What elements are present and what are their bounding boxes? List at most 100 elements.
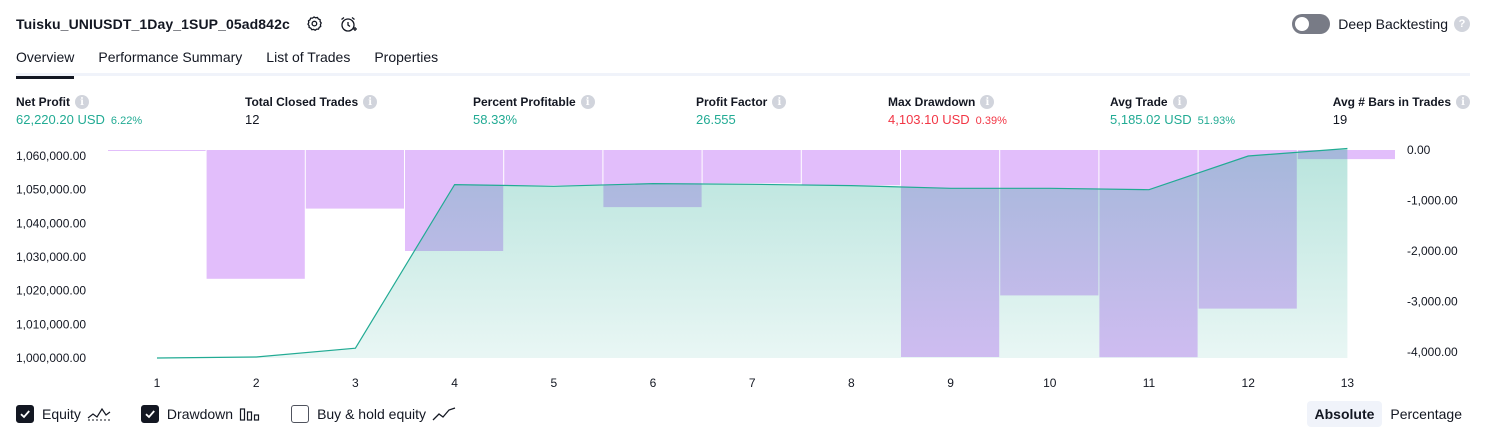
info-icon[interactable]: i [1172, 95, 1187, 109]
tab-properties[interactable]: Properties [374, 49, 439, 65]
x-axis-tick-label: 11 [1143, 376, 1156, 390]
check-icon [20, 410, 30, 419]
x-axis-tick-label: 5 [550, 376, 557, 390]
right-axis-tick-label: 0.00 [1407, 143, 1431, 157]
metric-label: Total Closed Trades i [245, 94, 378, 110]
x-axis-tick-label: 1 [154, 376, 161, 390]
metric-value-text: 5,185.02 USD [1110, 112, 1192, 127]
summary-metrics: Net Profit i 62,220.20 USD 6.22% Total Clo… [16, 94, 1470, 130]
x-axis-tick-label: 12 [1242, 376, 1256, 390]
buy-hold-checkbox[interactable] [291, 405, 310, 423]
alarm-clock-add-icon[interactable] [338, 14, 358, 34]
metric-value-text: 4,103.10 USD [888, 112, 970, 127]
absolute-button[interactable]: Absolute [1306, 401, 1383, 427]
metric-value: 26.555 [696, 112, 786, 128]
metric-net-profit: Net Profit i 62,220.20 USD 6.22% [16, 94, 142, 128]
metric-value: 62,220.20 USD 6.22% [16, 112, 142, 128]
toggle-knob [1295, 17, 1310, 31]
right-axis-tick-label: -4,000.00 [1407, 345, 1458, 359]
x-axis-tick-label: 9 [947, 376, 954, 390]
metric-value: 4,103.10 USD 0.39% [888, 112, 1007, 128]
left-axis-tick-label: 1,020,000.00 [16, 284, 86, 298]
metric-label: Max Drawdown i [888, 94, 1007, 110]
value-mode-switch: Absolute Percentage [1306, 400, 1471, 428]
info-icon[interactable]: i [580, 95, 595, 109]
strategy-header: Tuisku_UNIUSDT_1Day_1SUP_05ad842c [16, 12, 358, 36]
legend-equity[interactable]: Equity [16, 405, 111, 423]
info-icon[interactable]: i [772, 95, 787, 109]
right-axis-tick-label: -3,000.00 [1407, 295, 1458, 309]
legend-buy-hold-equity[interactable]: Buy & hold equity [291, 405, 456, 423]
right-axis: 0.00 -1,000.00 -2,000.00 -3,000.00 -4,000.00 [1407, 143, 1458, 359]
metric-max-drawdown: Max Drawdown i 4,103.10 USD 0.39% [888, 94, 1007, 128]
left-axis-tick-label: 1,040,000.00 [16, 216, 86, 230]
metric-label-text: Percent Profitable [473, 95, 576, 109]
metric-label-text: Total Closed Trades [245, 95, 359, 109]
x-axis-tick-label: 13 [1341, 376, 1355, 390]
info-icon[interactable]: i [363, 95, 378, 109]
buy-hold-line-icon [432, 406, 456, 422]
legend-label: Drawdown [166, 406, 234, 422]
info-icon[interactable]: i [75, 95, 89, 109]
drawdown-bars-icon [239, 406, 261, 422]
metric-value-text: 26.555 [696, 112, 736, 127]
metric-label-text: Net Profit [16, 95, 70, 109]
chart-legend: Equity Drawdown Buy & hold equity [16, 404, 486, 424]
metric-value: 12 [245, 112, 377, 128]
metric-label-text: Profit Factor [696, 95, 768, 109]
drawdown-bar [504, 150, 603, 186]
metric-avg-trade: Avg Trade i 5,185.02 USD 51.93% [1110, 94, 1235, 128]
drawdown-checkbox[interactable] [140, 405, 159, 423]
legend-drawdown[interactable]: Drawdown [140, 405, 261, 423]
equity-checkbox[interactable] [16, 405, 34, 423]
metric-label-text: Avg # Bars in Trades [1332, 95, 1451, 109]
equity-area [157, 148, 1348, 358]
metric-label: Avg Trade i [1110, 94, 1235, 110]
settings-gear-icon[interactable] [304, 14, 324, 34]
strategy-title: Tuisku_UNIUSDT_1Day_1SUP_05ad842c [16, 16, 290, 32]
metric-avg-bars-in-trades: Avg # Bars in Trades i 19 [1333, 94, 1470, 128]
metric-percent-profitable: Percent Profitable i 58.33% [473, 94, 595, 128]
right-axis-tick-label: -2,000.00 [1407, 244, 1458, 258]
equity-line-icon [87, 406, 111, 422]
info-icon[interactable]: i [980, 95, 995, 109]
metric-profit-factor: Profit Factor i 26.555 [696, 94, 787, 128]
metric-value-text: 62,220.20 USD [16, 112, 105, 127]
metric-percent: 0.39% [975, 115, 1007, 127]
left-axis-tick-label: 1,060,000.00 [16, 149, 86, 163]
metric-label-text: Avg Trade [1110, 95, 1168, 109]
deep-backtesting-control: Deep Backtesting ? [1292, 12, 1470, 36]
metric-label: Profit Factor i [696, 94, 787, 110]
legend-label: Equity [42, 406, 81, 422]
x-axis-tick-label: 7 [749, 376, 756, 390]
metric-label-text: Max Drawdown [888, 95, 976, 109]
x-axis-tick-label: 3 [352, 376, 359, 390]
metric-label: Net Profit i [16, 94, 142, 110]
tab-list-of-trades[interactable]: List of Trades [266, 49, 351, 65]
drawdown-bar [206, 150, 305, 279]
metric-value: 5,185.02 USD 51.93% [1110, 112, 1235, 128]
left-axis-tick-label: 1,010,000.00 [16, 317, 86, 331]
equity-drawdown-chart[interactable]: 1,000,000.00 1,010,000.00 1,020,000.00 1,03… [0, 138, 1486, 396]
check-icon [145, 410, 155, 419]
tab-overview[interactable]: Overview [16, 44, 75, 79]
right-axis-tick-label: -1,000.00 [1407, 194, 1458, 208]
left-axis-tick-label: 1,000,000.00 [16, 351, 86, 365]
help-question-icon[interactable]: ? [1454, 16, 1470, 32]
deep-backtesting-toggle[interactable] [1292, 14, 1331, 34]
metric-value-text: 58.33% [473, 112, 518, 127]
legend-label: Buy & hold equity [317, 406, 427, 422]
x-axis: 1 2 3 4 5 6 7 8 9 10 11 12 13 [154, 376, 1355, 390]
metric-label: Percent Profitable i [473, 94, 595, 110]
drawdown-bar [305, 150, 404, 209]
left-axis-tick-label: 1,050,000.00 [16, 183, 86, 197]
percentage-button[interactable]: Percentage [1390, 406, 1462, 422]
metric-percent: 6.22% [110, 115, 143, 127]
left-axis-tick-label: 1,030,000.00 [16, 250, 86, 264]
metric-label: Avg # Bars in Trades i [1333, 94, 1470, 110]
drawdown-bar [702, 150, 801, 184]
tab-performance-summary[interactable]: Performance Summary [98, 49, 243, 65]
report-tabs: Overview Performance Summary List of Tra… [16, 44, 1470, 79]
left-axis: 1,000,000.00 1,010,000.00 1,020,000.00 1,03… [16, 149, 86, 365]
info-icon[interactable]: i [1456, 95, 1470, 109]
